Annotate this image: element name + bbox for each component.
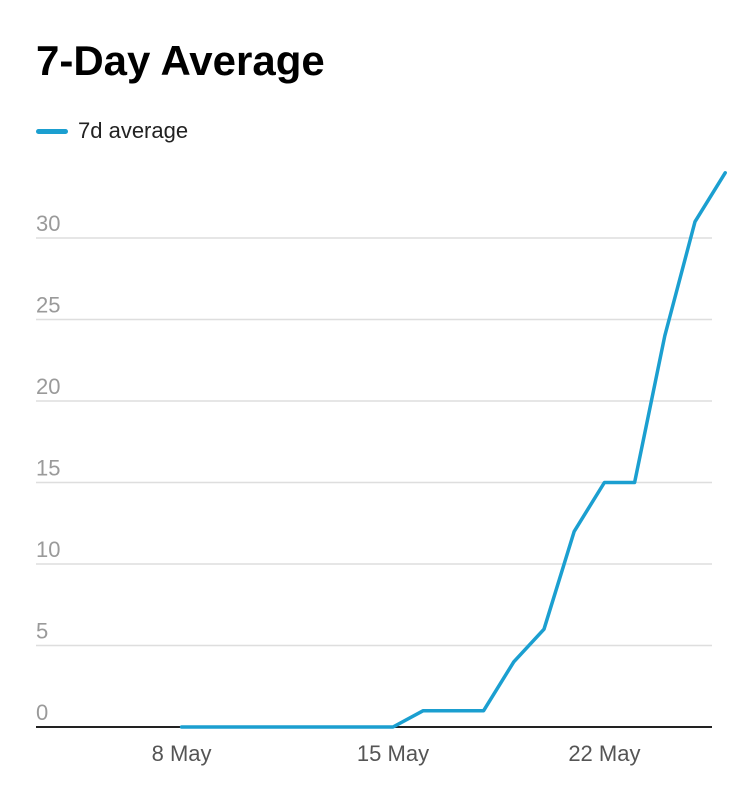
y-tick-label: 15 xyxy=(36,456,60,481)
y-tick-label: 5 xyxy=(36,619,48,644)
chart-title: 7-Day Average xyxy=(36,37,325,84)
x-tick-label: 15 May xyxy=(357,741,429,766)
y-tick-label: 0 xyxy=(36,700,48,725)
series-line-0 xyxy=(179,171,727,729)
series-layer xyxy=(179,171,727,729)
legend-swatch-7d-average xyxy=(36,128,68,134)
x-axis-ticks: 8 May 15 May 22 May xyxy=(152,741,641,766)
x-tick-label: 22 May xyxy=(568,741,640,766)
gridlines xyxy=(36,237,712,728)
y-axis-ticks: 0 5 10 15 20 25 30 xyxy=(36,211,60,725)
y-tick-label: 25 xyxy=(36,293,60,318)
legend: 7d average xyxy=(36,116,188,146)
legend-label-7d-average: 7d average xyxy=(78,118,189,143)
y-tick-label: 10 xyxy=(36,537,60,562)
y-tick-label: 30 xyxy=(36,211,60,236)
y-tick-label: 20 xyxy=(36,374,60,399)
x-tick-label: 8 May xyxy=(152,741,212,766)
